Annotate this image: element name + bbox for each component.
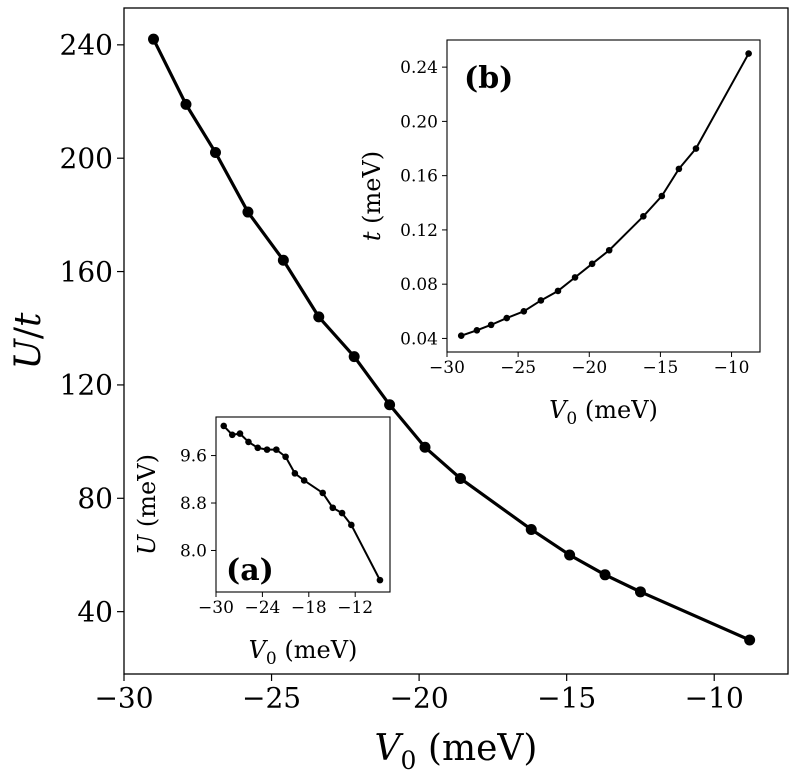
main-xtick-label: −20 (390, 682, 449, 715)
inset-b-xtick-label: −20 (571, 358, 607, 378)
inset-b-data-point (745, 50, 752, 57)
inset-a-data-point (273, 446, 280, 453)
inset-b-ytick-label: 0.24 (400, 58, 438, 78)
inset-b-data-point (520, 308, 528, 315)
inset-b-ytick-label: 0.20 (400, 112, 438, 132)
inset-b-ytick-label: 0.12 (400, 221, 438, 241)
inset-b-data-point (605, 246, 613, 254)
main-data-point (634, 586, 646, 598)
inset-a-ytick-label: 8.8 (180, 494, 207, 514)
main-ytick-label: 160 (60, 255, 113, 288)
inset-a-xtick-label: −12 (337, 598, 373, 618)
main-xtick-label: −15 (537, 682, 596, 715)
inset-b-plot-background (447, 40, 760, 352)
inset-b-xlabel: V0 (meV) (549, 396, 658, 429)
main-data-point (454, 472, 466, 484)
chart-inset-b: −30 −25 −20 −15 −10 0.04 0.08 0.12 0.16 0.20 0.24 V… (358, 39, 761, 429)
main-data-point (209, 147, 221, 159)
inset-a-ytick-label: 9.6 (180, 447, 207, 467)
main-data-point (242, 206, 254, 218)
main-ytick-label: 200 (60, 142, 113, 175)
inset-a-xtick-label: −18 (291, 598, 327, 618)
main-ytick-label: 80 (77, 482, 113, 515)
inset-a-data-point (228, 431, 236, 439)
inset-b-xtick-label: −10 (714, 358, 750, 378)
main-data-point (564, 549, 576, 561)
main-data-point (180, 98, 192, 110)
inset-a-data-point (376, 576, 384, 584)
inset-b-data-point (537, 297, 545, 304)
inset-b-data-point (473, 326, 481, 334)
main-axes-frame (123, 7, 789, 675)
main-ylabel: U/t (8, 312, 49, 369)
main-xlabel: V0 (meV) (375, 728, 538, 775)
inset-a-xtick-label: −30 (198, 598, 234, 618)
inset-b-xtick-label: −30 (429, 358, 465, 378)
inset-a-data-point (236, 430, 244, 437)
inset-b-data-point (640, 213, 647, 220)
inset-a-data-point (254, 444, 262, 452)
inset-a-data-point (348, 521, 355, 529)
main-xtick-label: −10 (685, 682, 744, 715)
inset-b-axes-frame (446, 39, 761, 353)
inset-a-axes-frame (215, 416, 391, 593)
inset-a-ytick-label: 8.0 (180, 541, 207, 561)
inset-a-data-point (291, 470, 299, 477)
inset-a-data-point (263, 446, 271, 453)
main-ytick-label: 240 (60, 29, 113, 62)
inset-b-data-point (457, 332, 465, 340)
inset-b-data-point (658, 192, 666, 200)
inset-a-data-point (329, 504, 337, 512)
main-data-point (348, 351, 360, 363)
main-xtick-label: −25 (242, 682, 301, 715)
inset-b-data-point (503, 314, 511, 322)
inset-b-data-point (675, 165, 683, 173)
inset-a-plot-background (216, 417, 390, 592)
inset-a-xtick-label: −24 (244, 598, 280, 618)
inset-a-data-point (245, 438, 252, 446)
main-data-point (599, 569, 611, 581)
main-data-point (384, 399, 396, 411)
inset-a-ylabel: U (meV) (133, 454, 161, 555)
inset-a-data-point (220, 422, 228, 430)
inset-a-xlabel: V0 (meV) (249, 636, 358, 669)
main-ytick-label: 120 (60, 369, 113, 402)
main-ytick-label: 40 (77, 595, 113, 628)
inset-b-ylabel: t (meV) (358, 151, 386, 241)
inset-b-ytick-label: 0.08 (400, 275, 438, 295)
inset-b-data-point (692, 145, 700, 152)
main-data-point (313, 311, 325, 323)
inset-a-data-point (300, 477, 308, 484)
chart-inset-a: −30 −24 −18 −12 8.0 8.8 9.6 V0 (meV) U (meV) (a) (133, 416, 391, 669)
inset-b-ytick-label: 0.16 (400, 167, 438, 187)
inset-a-data-point (338, 509, 346, 517)
inset-a-panel-label: (a) (226, 553, 274, 588)
main-xtick-label: −30 (94, 682, 153, 715)
main-data-point (744, 634, 756, 646)
inset-b-xtick-label: −15 (642, 358, 678, 378)
inset-a-data-point (282, 453, 289, 461)
main-data-point (277, 254, 289, 266)
inset-b-data-point (554, 287, 562, 295)
inset-b-xtick-label: −25 (500, 358, 536, 378)
inset-b-ytick-label: 0.04 (400, 329, 438, 349)
inset-a-data-point (319, 489, 327, 497)
main-data-point (419, 441, 431, 453)
main-data-point (525, 523, 537, 535)
inset-b-data-point (571, 274, 579, 281)
main-data-point (148, 33, 160, 45)
inset-b-data-point (487, 321, 495, 329)
inset-b-panel-label: (b) (464, 61, 513, 96)
inset-b-data-point (588, 260, 596, 268)
